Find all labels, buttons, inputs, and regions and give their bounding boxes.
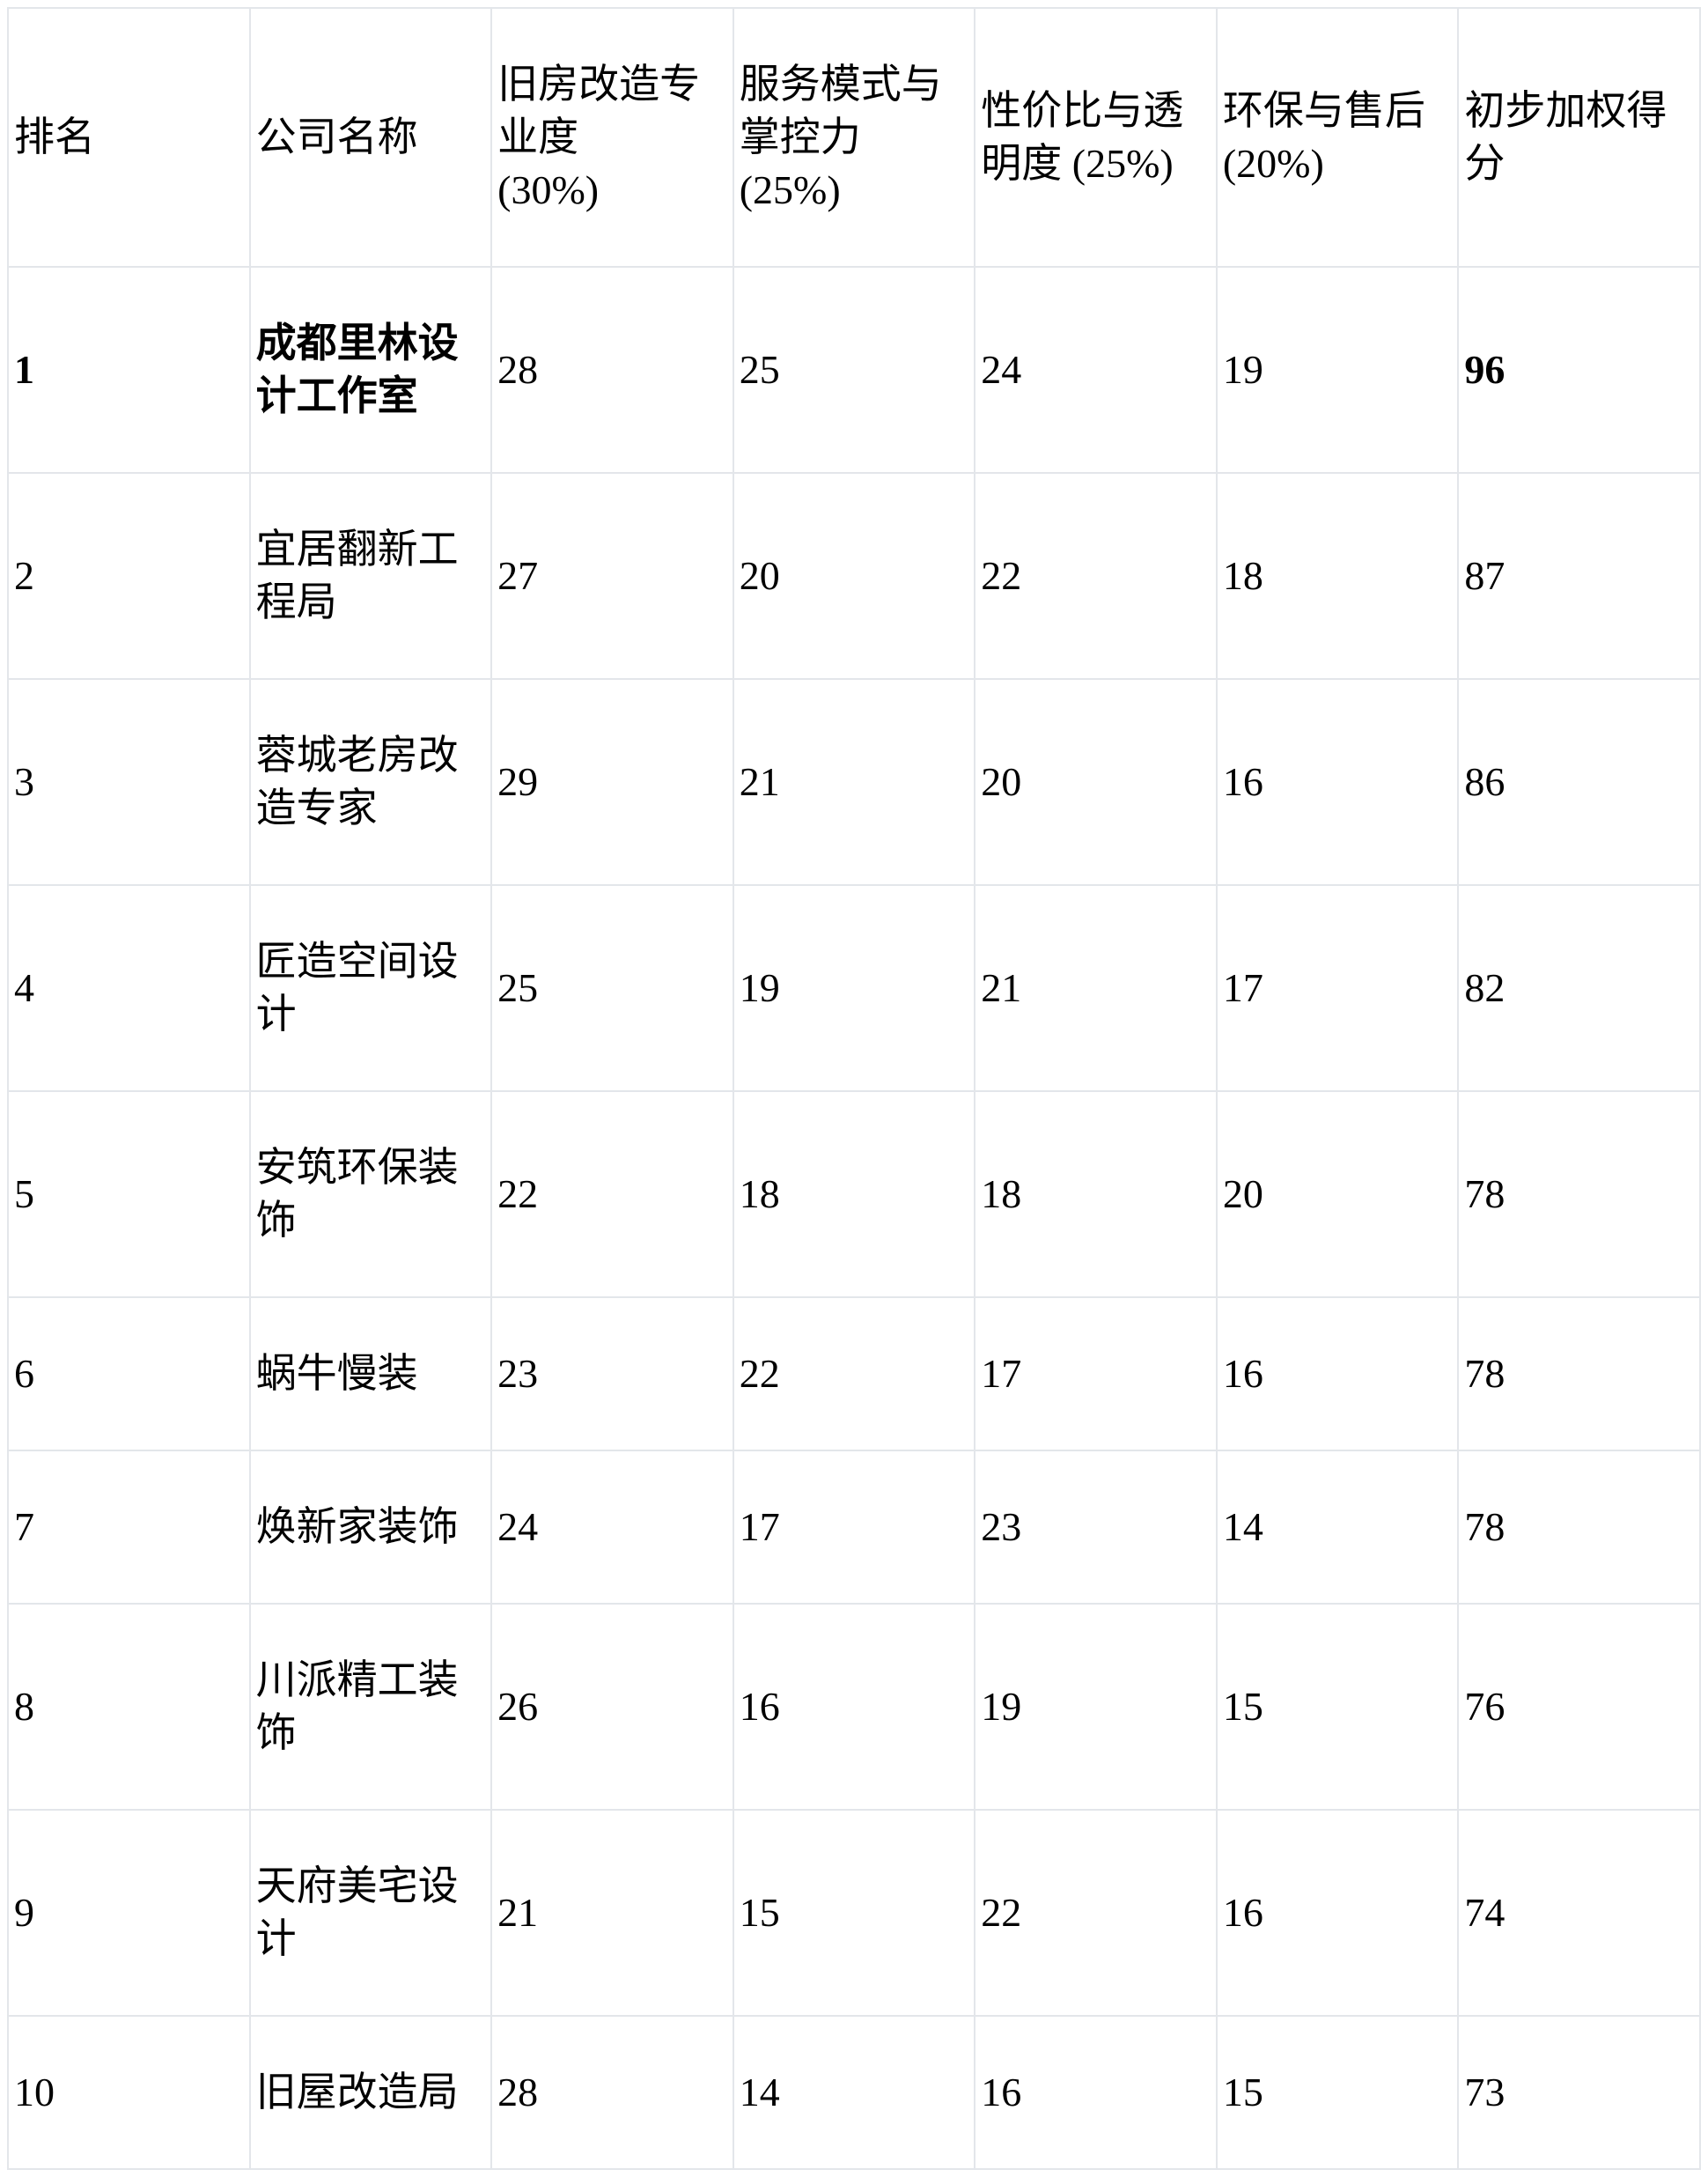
score-cell: 20 xyxy=(1215,1090,1460,1298)
score-cell: 16 xyxy=(974,2015,1218,2170)
header-cell-renovation-expertise: 旧房改造专 业度 (30%) xyxy=(490,7,734,268)
table-row: 7 焕新家装饰 24 17 23 14 78 xyxy=(7,1450,1701,1605)
score-cell: 17 xyxy=(1215,884,1460,1092)
company-cell: 川派精工装 饰 xyxy=(248,1603,493,1811)
score-cell: 15 xyxy=(732,1809,976,2017)
company-cell: 匠造空间设 计 xyxy=(248,884,493,1092)
table-row: 4 匠造空间设 计 25 19 21 17 82 xyxy=(7,884,1701,1092)
total-cell: 78 xyxy=(1457,1090,1701,1298)
company-ranking-table: 排名 公司名称 旧房改造专 业度 (30%) 服务模式与 掌控力 (25%) 性… xyxy=(7,7,1701,2170)
total-cell: 86 xyxy=(1457,678,1701,886)
rank-cell: 6 xyxy=(7,1296,251,1451)
score-cell: 23 xyxy=(974,1450,1218,1605)
rank-cell: 10 xyxy=(7,2015,251,2170)
score-cell: 29 xyxy=(490,678,734,886)
score-cell: 15 xyxy=(1215,1603,1460,1811)
header-cell-rank: 排名 xyxy=(7,7,251,268)
company-cell: 成都里林设 计工作室 xyxy=(248,266,493,474)
score-cell: 22 xyxy=(974,472,1218,680)
score-cell: 24 xyxy=(974,266,1218,474)
table-row: 2 宜居翻新工 程局 27 20 22 18 87 xyxy=(7,472,1701,680)
score-cell: 20 xyxy=(974,678,1218,886)
total-cell: 78 xyxy=(1457,1296,1701,1451)
table-row: 1 成都里林设 计工作室 28 25 24 19 96 xyxy=(7,266,1701,474)
rank-cell: 8 xyxy=(7,1603,251,1811)
score-cell: 18 xyxy=(732,1090,976,1298)
score-cell: 16 xyxy=(1215,1296,1460,1451)
rank-cell: 7 xyxy=(7,1450,251,1605)
score-cell: 15 xyxy=(1215,2015,1460,2170)
rank-cell: 2 xyxy=(7,472,251,680)
score-cell: 28 xyxy=(490,2015,734,2170)
header-cell-eco-aftersales: 环保与售后 (20%) xyxy=(1215,7,1460,268)
score-cell: 16 xyxy=(1215,678,1460,886)
header-row: 排名 公司名称 旧房改造专 业度 (30%) 服务模式与 掌控力 (25%) 性… xyxy=(7,7,1701,268)
table-row: 3 蓉城老房改 造专家 29 21 20 16 86 xyxy=(7,678,1701,886)
score-cell: 21 xyxy=(732,678,976,886)
total-cell: 78 xyxy=(1457,1450,1701,1605)
rank-cell: 4 xyxy=(7,884,251,1092)
company-cell: 蓉城老房改 造专家 xyxy=(248,678,493,886)
score-cell: 17 xyxy=(974,1296,1218,1451)
score-cell: 21 xyxy=(974,884,1218,1092)
score-cell: 19 xyxy=(974,1603,1218,1811)
score-cell: 22 xyxy=(974,1809,1218,2017)
table-header: 排名 公司名称 旧房改造专 业度 (30%) 服务模式与 掌控力 (25%) 性… xyxy=(7,7,1701,268)
score-cell: 19 xyxy=(1215,266,1460,474)
company-cell: 安筑环保装 饰 xyxy=(248,1090,493,1298)
header-cell-service-model: 服务模式与 掌控力 (25%) xyxy=(732,7,976,268)
header-cell-value-transparency: 性价比与透 明度 (25%) xyxy=(974,7,1218,268)
table-row: 9 天府美宅设 计 21 15 22 16 74 xyxy=(7,1809,1701,2017)
score-cell: 19 xyxy=(732,884,976,1092)
company-cell: 蜗牛慢装 xyxy=(248,1296,493,1451)
table-row: 10 旧屋改造局 28 14 16 15 73 xyxy=(7,2015,1701,2170)
total-cell: 82 xyxy=(1457,884,1701,1092)
score-cell: 24 xyxy=(490,1450,734,1605)
company-cell: 宜居翻新工 程局 xyxy=(248,472,493,680)
score-cell: 16 xyxy=(732,1603,976,1811)
total-cell: 73 xyxy=(1457,2015,1701,2170)
score-cell: 18 xyxy=(1215,472,1460,680)
score-cell: 25 xyxy=(732,266,976,474)
total-cell: 87 xyxy=(1457,472,1701,680)
rank-cell: 5 xyxy=(7,1090,251,1298)
score-cell: 22 xyxy=(490,1090,734,1298)
company-cell: 旧屋改造局 xyxy=(248,2015,493,2170)
header-cell-weighted-total: 初步加权得 分 xyxy=(1457,7,1701,268)
total-cell: 74 xyxy=(1457,1809,1701,2017)
score-cell: 22 xyxy=(732,1296,976,1451)
company-cell: 焕新家装饰 xyxy=(248,1450,493,1605)
score-cell: 26 xyxy=(490,1603,734,1811)
header-cell-company: 公司名称 xyxy=(248,7,493,268)
score-cell: 23 xyxy=(490,1296,734,1451)
company-cell: 天府美宅设 计 xyxy=(248,1809,493,2017)
score-cell: 21 xyxy=(490,1809,734,2017)
table-row: 8 川派精工装 饰 26 16 19 15 76 xyxy=(7,1603,1701,1811)
total-cell: 96 xyxy=(1457,266,1701,474)
score-cell: 25 xyxy=(490,884,734,1092)
table-row: 5 安筑环保装 饰 22 18 18 20 78 xyxy=(7,1090,1701,1298)
total-cell: 76 xyxy=(1457,1603,1701,1811)
table-row: 6 蜗牛慢装 23 22 17 16 78 xyxy=(7,1296,1701,1451)
score-cell: 17 xyxy=(732,1450,976,1605)
score-cell: 16 xyxy=(1215,1809,1460,2017)
score-cell: 27 xyxy=(490,472,734,680)
score-cell: 14 xyxy=(732,2015,976,2170)
score-cell: 14 xyxy=(1215,1450,1460,1605)
rank-cell: 9 xyxy=(7,1809,251,2017)
score-cell: 18 xyxy=(974,1090,1218,1298)
table-body: 1 成都里林设 计工作室 28 25 24 19 96 2 宜居翻新工 程局 2… xyxy=(7,266,1701,2170)
score-cell: 20 xyxy=(732,472,976,680)
rank-cell: 3 xyxy=(7,678,251,886)
rank-cell: 1 xyxy=(7,266,251,474)
score-cell: 28 xyxy=(490,266,734,474)
